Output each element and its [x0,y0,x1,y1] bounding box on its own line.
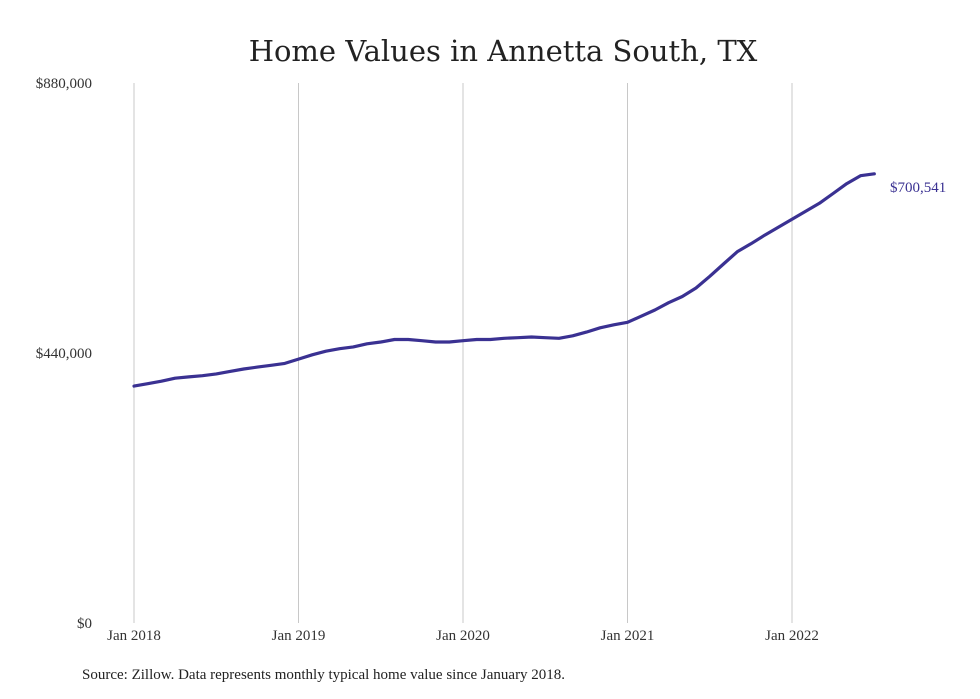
y-tick-label: $0 [77,616,92,632]
x-tick-label: Jan 2020 [436,628,490,644]
y-tick-label: $880,000 [36,76,92,92]
chart-title: Home Values in Annetta South, TX [249,34,758,68]
x-tick-label: Jan 2018 [107,628,161,644]
end-value-label: $700,541 [890,180,946,196]
y-tick-label: $440,000 [36,346,92,362]
y-axis-ticks: $880,000 $440,000 $0 [36,76,92,632]
x-axis-ticks: Jan 2018 Jan 2019 Jan 2020 Jan 2021 Jan 2022 [107,628,819,644]
x-tick-label: Jan 2022 [765,628,819,644]
x-tick-label: Jan 2019 [272,628,326,644]
series-line [132,172,876,388]
x-tick-label: Jan 2021 [601,628,655,644]
x-gridlines [133,83,793,623]
source-note: Source: Zillow. Data represents monthly … [82,667,566,683]
